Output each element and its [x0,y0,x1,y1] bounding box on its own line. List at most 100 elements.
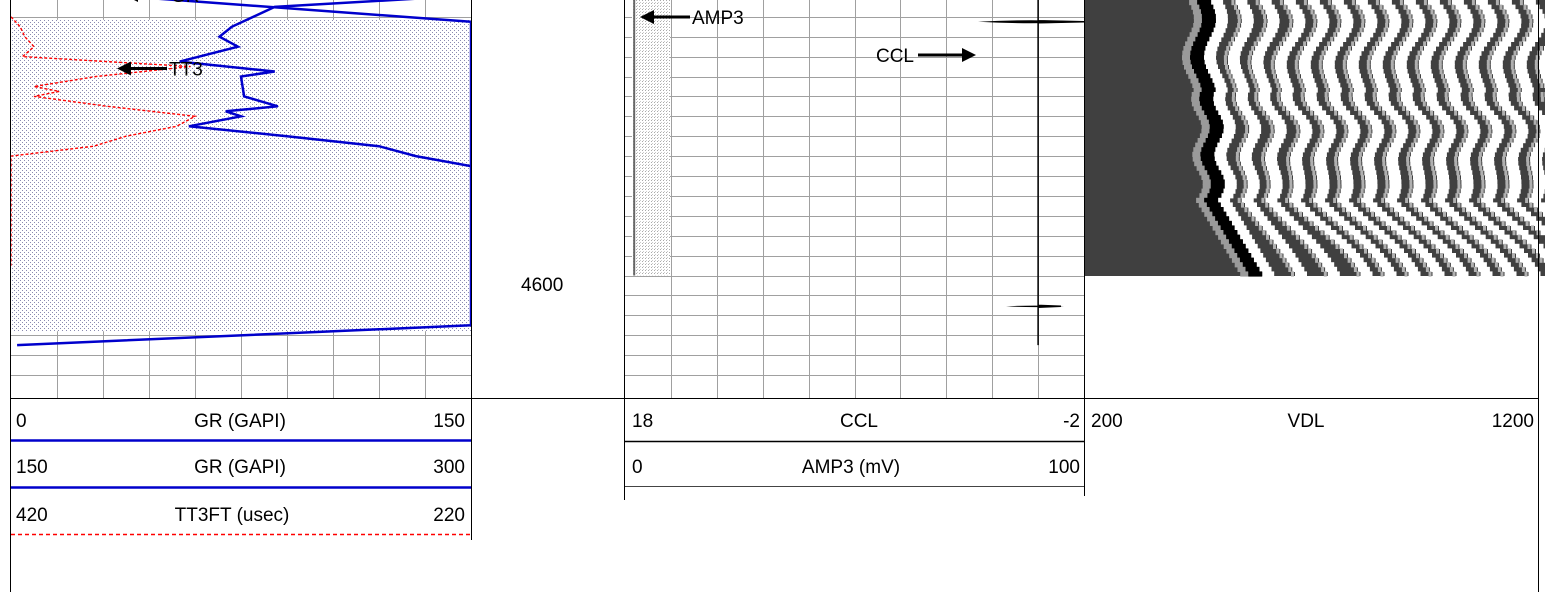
vdl-band-edge [1436,248,1439,254]
vdl-first-arrival [1200,9,1215,15]
vdl-band-edge [1349,87,1353,93]
vdl-band-edge [1367,55,1371,61]
vdl-band [1248,248,1261,254]
vdl-band-edge [1422,101,1426,107]
vdl-band [1400,46,1412,52]
vdl-band [1322,207,1335,213]
vdl-band [1352,96,1365,102]
vdl-band [1307,0,1320,6]
vdl-band-edge [1327,0,1331,6]
vdl-band-edge [1384,147,1388,153]
vdl-band [1293,23,1306,29]
vdl-first-arrival [1209,128,1224,134]
vdl-band-edge [1261,156,1264,162]
vdl-band [1434,110,1447,116]
vdl-band [1465,119,1478,125]
vdl-band [1502,105,1515,111]
vdl-band [1467,133,1480,139]
vdl-band [1418,207,1431,213]
vdl-band [1507,243,1520,249]
vdl-band [1319,257,1332,263]
vdl-band-edge [1433,184,1437,190]
vdl-band-edge [1402,105,1406,111]
vdl-band [1262,4,1275,10]
vdl-band-edge [1420,46,1423,52]
vdl-band-edge [1335,193,1339,199]
vdl-band-edge [1223,55,1227,61]
vdl-band [1413,23,1426,29]
vdl-band-edge [1392,253,1395,259]
vdl-band-edge [1330,239,1334,245]
vdl-band-edge [1262,230,1266,236]
track-1-header: 0 GR (GAPI) 150 150 GR (GAPI) 300 420 TT… [11,411,471,536]
vdl-band-edge [1289,184,1293,190]
vdl-band-edge [1408,188,1412,194]
vdl-band-edge [1291,230,1295,236]
vdl-band-edge [1240,193,1244,199]
vdl-band [1265,156,1277,162]
curves [11,0,1085,347]
vdl-band [1329,87,1342,93]
vdl-band-edge [1324,92,1328,98]
vdl-band [1337,220,1350,226]
vdl-band-edge [1231,36,1234,42]
vdl-band-edge [1471,0,1475,6]
vdl-arrival-halo [1199,170,1208,176]
vdl-band-edge [1300,46,1303,52]
vdl-band [1437,179,1450,185]
vdl-first-arrival [1199,101,1214,107]
vdl-band-edge [1431,243,1435,249]
vdl-band [1396,230,1409,236]
vdl-band [1339,165,1352,171]
vdl-band [1312,248,1325,254]
vdl-band [1539,124,1545,130]
vdl-band [1271,138,1284,144]
vdl-band-edge [1516,82,1520,88]
vdl-band-edge [1391,124,1395,130]
vdl-band-edge [1456,170,1460,176]
vdl-band-edge [1413,119,1417,125]
vdl-band [1347,69,1360,75]
vdl-band [1290,225,1303,231]
vdl-band [1352,46,1364,52]
vdl-band [1400,82,1413,88]
vdl-band [1503,4,1516,10]
vdl-band [1323,124,1336,130]
vdl-first-arrival [1201,18,1216,24]
vdl-band [1392,248,1404,254]
vdl-band [1370,59,1383,65]
vdl-band [1483,165,1496,171]
vdl-first-arrival [1208,119,1223,125]
vdl-band-edge [1306,36,1310,42]
vdl-band [1265,161,1278,167]
vdl-band [1316,13,1329,19]
vdl-band-edge [1464,128,1468,134]
vdl-band-edge [1505,179,1509,185]
vdl-band [1323,69,1336,75]
vdl-band [1344,248,1356,254]
vdl-band [1482,151,1495,157]
vdl-band-edge [1498,239,1502,245]
vdl-band-edge [1451,4,1455,10]
vdl-band [1507,27,1520,33]
vdl-band [1338,151,1351,157]
vdl-band [1315,165,1328,171]
vdl-band-edge [1340,248,1343,254]
vdl-band [1338,110,1351,116]
vdl-band-edge [1485,138,1489,144]
vdl-band [1332,216,1345,222]
vdl-band-edge [1481,174,1484,180]
vdl-band [1507,165,1520,171]
vdl-band [1441,138,1454,144]
vdl-band [1291,193,1304,199]
vdl-band-edge [1263,23,1267,29]
vdl-band [1325,266,1338,272]
vdl-band-edge [1361,202,1365,208]
vdl-band-edge [1406,110,1410,116]
vdl-band-edge [1255,0,1259,6]
vdl-band [1323,133,1336,139]
vdl-band-edge [1303,0,1307,6]
vdl-band-edge [1282,36,1286,42]
vdl-band-edge [1505,23,1509,29]
vdl-band-edge [1247,211,1251,217]
